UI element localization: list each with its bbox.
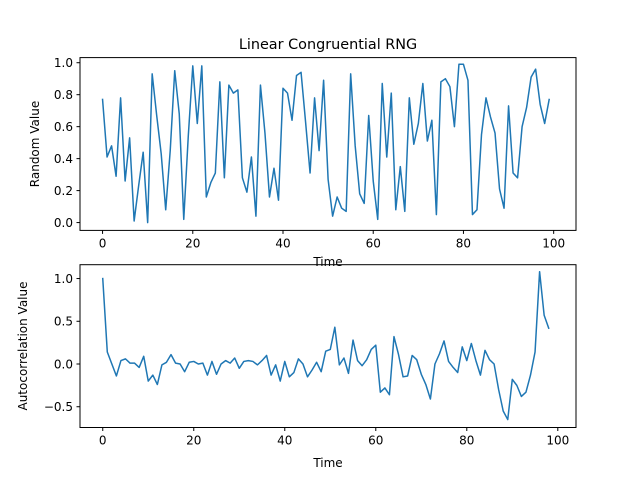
top-x-tick-label: 0	[99, 236, 107, 250]
bottom-x-tick-label: 100	[546, 434, 569, 448]
random-value-line	[101, 63, 551, 224]
top-x-tick-label: 80	[456, 236, 471, 250]
top-y-tick-label: 1.0	[54, 56, 73, 70]
top-y-tick-label: 0.8	[54, 88, 73, 102]
top-x-tick-label: 40	[275, 236, 290, 250]
top-x-tick-label: 20	[185, 236, 200, 250]
top-y-tick-label: 0.2	[54, 184, 73, 198]
bottom-x-tick-label: 40	[277, 434, 292, 448]
top-x-axis-label: Time	[312, 255, 342, 269]
chart-title: Linear Congruential RNG	[239, 37, 417, 53]
top-x-ticks: 0 20 40 60 80 100	[99, 230, 565, 250]
bottom-x-ticks: 0 20 40 60 80 100	[99, 427, 569, 448]
bottom-y-tick-label: 0.5	[54, 315, 73, 329]
bottom-x-tick-label: 80	[459, 434, 474, 448]
top-y-ticks: 0.0 0.2 0.4 0.6 0.8 1.0	[54, 56, 80, 230]
bottom-y-tick-label: 0.0	[54, 357, 73, 371]
top-axes-frame	[79, 57, 577, 231]
bottom-x-axis-label: Time	[312, 456, 342, 470]
top-y-axis-label: Random Value	[28, 101, 42, 187]
bottom-y-ticks: −0.5 0.0 0.5 1.0	[44, 272, 80, 414]
bottom-y-tick-label: −0.5	[44, 400, 73, 414]
bottom-x-tick-label: 60	[368, 434, 383, 448]
top-y-tick-label: 0.4	[54, 152, 73, 166]
bottom-y-tick-label: 1.0	[54, 272, 73, 286]
top-x-tick-label: 60	[366, 236, 381, 250]
top-y-tick-label: 0.0	[54, 216, 73, 230]
random-value-axes: Linear Congruential RNG 0 20 40 60 80 100 0.0…	[28, 37, 577, 269]
bottom-axes-frame	[79, 264, 577, 429]
top-x-tick-label: 100	[542, 236, 565, 250]
bottom-x-tick-label: 20	[186, 434, 201, 448]
autocorrelation-axes: 0 20 40 60 80 100 −0.5 0.0 0.5 1.0 Time Autocorr…	[16, 264, 577, 470]
bottom-x-tick-label: 0	[99, 434, 107, 448]
autocorrelation-line	[101, 270, 550, 421]
bottom-y-axis-label: Autocorrelation Value	[16, 281, 30, 410]
top-y-tick-label: 0.6	[54, 120, 73, 134]
